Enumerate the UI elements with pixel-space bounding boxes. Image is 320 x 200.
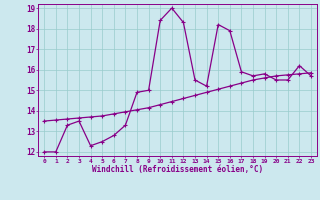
X-axis label: Windchill (Refroidissement éolien,°C): Windchill (Refroidissement éolien,°C) (92, 165, 263, 174)
